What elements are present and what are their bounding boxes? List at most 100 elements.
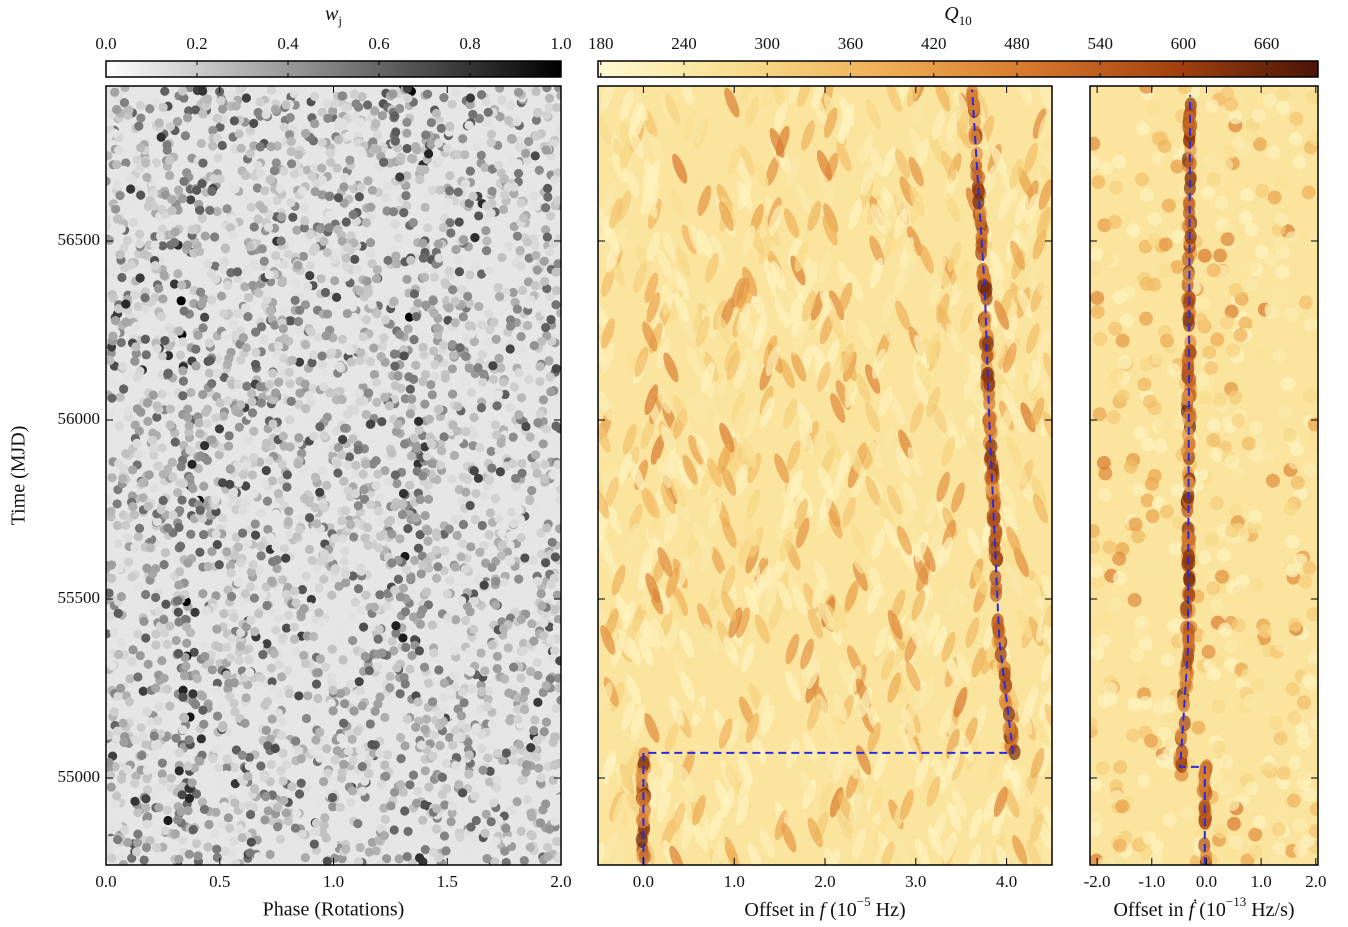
texture-dot — [434, 404, 444, 414]
texture-blob — [783, 208, 800, 239]
texture-dot — [346, 357, 356, 367]
texture-dot — [423, 536, 433, 546]
texture-dot — [229, 762, 240, 773]
texture-blob — [968, 97, 981, 114]
texture-blob — [809, 430, 823, 462]
texture-dot — [539, 631, 549, 641]
texture-dot — [355, 286, 365, 296]
texture-dot — [516, 198, 526, 208]
texture-dot — [421, 714, 432, 724]
texture-dot — [519, 855, 529, 865]
texture-dot — [399, 208, 409, 218]
texture-dot — [319, 503, 330, 513]
texture-dot — [428, 697, 438, 707]
texture-dot — [452, 733, 462, 743]
texture-dot — [219, 609, 229, 619]
texture-dot — [285, 415, 295, 425]
texture-dot — [491, 836, 501, 846]
texture-dot — [420, 766, 430, 776]
texture-dot — [119, 98, 130, 108]
texture-dot — [456, 552, 466, 562]
texture-dot — [539, 276, 550, 286]
texture-dot — [241, 481, 251, 491]
texture-dot — [497, 95, 507, 105]
texture-dot — [145, 104, 155, 114]
texture-blob — [672, 395, 688, 426]
texture-dot — [375, 492, 385, 502]
texture-dot — [187, 459, 197, 469]
texture-dot — [132, 155, 142, 165]
texture-dot — [542, 86, 552, 93]
texture-dot — [239, 785, 249, 795]
texture-dot — [234, 422, 244, 432]
texture-dot — [154, 283, 164, 294]
texture-blob — [848, 198, 863, 230]
texture-blob — [734, 358, 748, 390]
texture-dot — [316, 274, 326, 284]
texture-dot — [300, 216, 310, 226]
texture-blob — [700, 371, 717, 402]
texture-blob — [967, 527, 983, 558]
texture-dot — [278, 776, 288, 786]
texture-dot — [450, 296, 460, 306]
texture-dot — [158, 469, 169, 479]
texture-dot — [493, 283, 503, 293]
texture-dot — [309, 147, 319, 157]
texture-blob — [743, 408, 758, 439]
texture-dot — [527, 831, 537, 841]
texture-dot — [296, 778, 306, 788]
texture-dot — [178, 366, 188, 376]
texture-dot — [514, 574, 524, 584]
texture-dot — [380, 392, 390, 402]
texture-blob — [669, 845, 685, 865]
texture-dot — [445, 575, 455, 586]
texture-blob — [989, 494, 1002, 511]
texture-dot — [458, 312, 468, 322]
texture-dot — [442, 143, 452, 153]
texture-dot — [391, 628, 401, 638]
texture-blob — [1276, 101, 1291, 116]
texture-dot — [397, 500, 407, 510]
texture-dot — [460, 150, 470, 160]
texture-dot — [294, 399, 304, 409]
texture-dot — [461, 723, 472, 733]
texture-blob — [818, 251, 832, 283]
texture-dot — [532, 735, 542, 745]
texture-dot — [492, 663, 502, 674]
texture-dot — [468, 109, 478, 120]
texture-blob — [886, 86, 902, 113]
texture-dot — [110, 128, 120, 138]
texture-dot — [349, 706, 359, 716]
texture-dot — [322, 247, 332, 258]
texture-dot — [532, 468, 542, 479]
texture-dot — [428, 296, 438, 306]
texture-dot — [451, 760, 461, 771]
texture-dot — [348, 635, 358, 646]
texture-dot — [402, 201, 412, 211]
texture-dot — [421, 587, 432, 597]
texture-dot — [281, 553, 291, 563]
texture-blob — [842, 409, 857, 440]
texture-dot — [371, 456, 381, 466]
texture-blob — [845, 580, 859, 611]
texture-dot — [315, 796, 325, 806]
texture-blob — [859, 133, 873, 164]
texture-dot — [220, 243, 230, 253]
texture-dot — [276, 766, 286, 776]
texture-blob — [1038, 179, 1052, 211]
texture-dot — [328, 685, 338, 695]
texture-dot — [415, 619, 426, 629]
texture-dot — [432, 573, 442, 583]
texture-dot — [453, 150, 463, 160]
texture-dot — [198, 158, 208, 168]
texture-dot — [392, 663, 402, 673]
texture-dot — [556, 695, 561, 705]
texture-blob — [786, 156, 800, 188]
texture-dot — [210, 261, 220, 271]
texture-dot — [301, 713, 312, 724]
colorbar-tick-label: 660 — [1254, 34, 1280, 53]
texture-dot — [408, 218, 418, 228]
x-axis-label-part: Hz) — [871, 899, 906, 921]
texture-dot — [265, 306, 276, 316]
texture-blob — [968, 301, 983, 333]
